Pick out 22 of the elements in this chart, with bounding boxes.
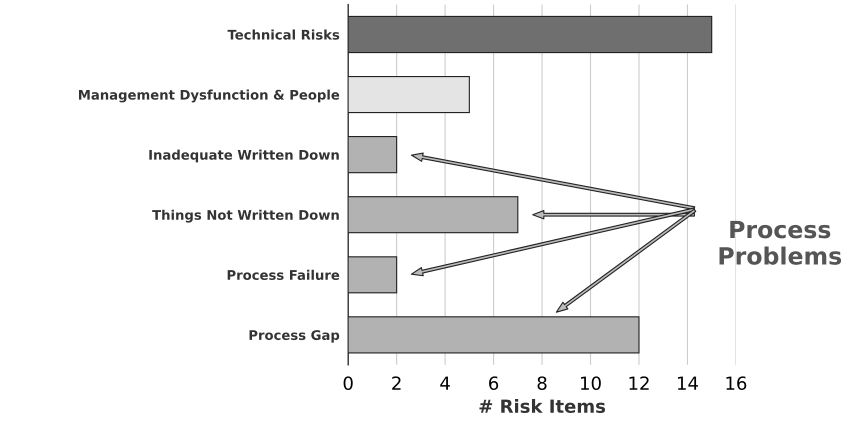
annotation: Process Problems (720, 220, 842, 265)
x-tick-label: 10 (581, 376, 601, 390)
x-tick-label: 4 (440, 376, 450, 390)
x-tick-label: 2 (392, 376, 401, 390)
y-tick-label: Inadequate Written Down (149, 150, 339, 162)
bar (348, 76, 470, 114)
bar (348, 256, 398, 294)
bar (348, 316, 640, 354)
y-tick-label: Process Gap (250, 330, 340, 343)
x-tick-label: 12 (629, 376, 649, 390)
x-tick-label: 16 (726, 376, 746, 390)
x-axis-title: # Risk Items (479, 399, 606, 414)
y-tick-label: Management Dysfunction & People (78, 90, 340, 102)
x-tick-label: 14 (678, 376, 698, 390)
y-tick-label: Technical Risks (228, 29, 340, 40)
y-tick-label: Process Failure (228, 270, 340, 280)
y-tick-label: Things Not Written Down (152, 210, 339, 223)
x-tick-label: 6 (489, 376, 498, 390)
x-tick-label: 8 (538, 376, 547, 390)
bar (348, 16, 712, 54)
x-tick-label: 0 (344, 376, 353, 390)
bar (348, 136, 398, 174)
